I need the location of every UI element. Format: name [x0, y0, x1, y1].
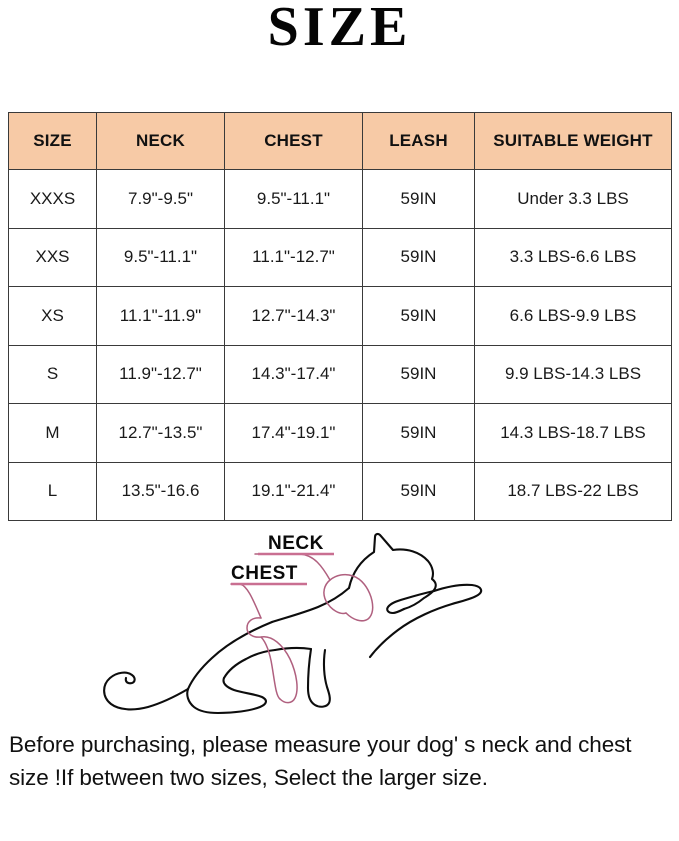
cell-leash: 59IN: [362, 286, 475, 346]
table-row: S 11.9"-12.7" 14.3"-17.4" 59IN 9.9 LBS-1…: [8, 344, 672, 404]
cell-size: XXXS: [8, 169, 97, 229]
cell-chest: 11.1"-12.7": [224, 227, 363, 287]
cell-weight: 6.6 LBS-9.9 LBS: [474, 286, 672, 346]
cell-leash: 59IN: [362, 169, 475, 229]
cell-chest: 14.3"-17.4": [224, 344, 363, 404]
cell-leash: 59IN: [362, 461, 475, 521]
cell-weight: 14.3 LBS-18.7 LBS: [474, 403, 672, 463]
table-row: XXXS 7.9"-9.5" 9.5"-11.1" 59IN Under 3.3…: [8, 169, 672, 229]
size-chart-table-container: SIZE NECK CHEST LEASH SUITABLE WEIGHT XX…: [8, 112, 672, 521]
cell-neck: 11.9"-12.7": [96, 344, 225, 404]
table-row: XXS 9.5"-11.1" 11.1"-12.7" 59IN 3.3 LBS-…: [8, 227, 672, 287]
cell-size: XS: [8, 286, 97, 346]
purchase-instructions-note: Before purchasing, please measure your d…: [9, 732, 632, 790]
cell-weight: 18.7 LBS-22 LBS: [474, 461, 672, 521]
column-header-chest: CHEST: [224, 112, 363, 170]
cell-neck: 11.1"-11.9": [96, 286, 225, 346]
cell-neck: 12.7"-13.5": [96, 403, 225, 463]
cell-chest: 12.7"-14.3": [224, 286, 363, 346]
page-title: SIZE: [267, 0, 412, 58]
table-body: XXXS 7.9"-9.5" 9.5"-11.1" 59IN Under 3.3…: [8, 169, 672, 521]
cell-chest: 9.5"-11.1": [224, 169, 363, 229]
column-header-size: SIZE: [8, 112, 97, 170]
table-header: SIZE NECK CHEST LEASH SUITABLE WEIGHT: [8, 112, 672, 170]
cell-size: XXS: [8, 227, 97, 287]
cell-leash: 59IN: [362, 227, 475, 287]
chest-leader-line: [230, 583, 262, 619]
cell-neck: 13.5"-16.6: [96, 461, 225, 521]
cat-measurement-diagram: NECK CHEST: [0, 514, 679, 720]
table-row: M 12.7"-13.5" 17.4"-19.1" 59IN 14.3 LBS-…: [8, 403, 672, 463]
cell-neck: 7.9"-9.5": [96, 169, 225, 229]
table-header-row: SIZE NECK CHEST LEASH SUITABLE WEIGHT: [8, 112, 672, 170]
cell-chest: 17.4"-19.1": [224, 403, 363, 463]
neck-label: NECK: [268, 533, 324, 554]
neck-measure-line: [323, 573, 374, 622]
cell-leash: 59IN: [362, 344, 475, 404]
cell-neck: 9.5"-11.1": [96, 227, 225, 287]
cell-size: M: [8, 403, 97, 463]
cell-size: S: [8, 344, 97, 404]
chest-label: CHEST: [231, 563, 298, 584]
table-row: XS 11.1"-11.9" 12.7"-14.3" 59IN 6.6 LBS-…: [8, 286, 672, 346]
cell-weight: 9.9 LBS-14.3 LBS: [474, 344, 672, 404]
cat-outline-icon: [103, 532, 483, 715]
size-chart-table: SIZE NECK CHEST LEASH SUITABLE WEIGHT XX…: [8, 112, 672, 521]
cell-leash: 59IN: [362, 403, 475, 463]
cell-chest: 19.1"-21.4": [224, 461, 363, 521]
cell-weight: 3.3 LBS-6.6 LBS: [474, 227, 672, 287]
column-header-leash: LEASH: [362, 112, 475, 170]
cell-size: L: [8, 461, 97, 521]
chest-measure-line: [246, 617, 298, 704]
cell-weight: Under 3.3 LBS: [474, 169, 672, 229]
column-header-weight: SUITABLE WEIGHT: [474, 112, 672, 170]
table-row: L 13.5"-16.6 19.1"-21.4" 59IN 18.7 LBS-2…: [8, 461, 672, 521]
column-header-neck: NECK: [96, 112, 225, 170]
